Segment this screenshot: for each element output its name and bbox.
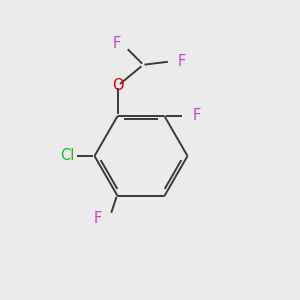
- Text: Cl: Cl: [60, 148, 75, 164]
- Text: O: O: [112, 78, 124, 93]
- Text: F: F: [112, 35, 121, 50]
- Text: F: F: [93, 212, 102, 226]
- Text: F: F: [177, 54, 185, 69]
- Text: F: F: [193, 108, 201, 123]
